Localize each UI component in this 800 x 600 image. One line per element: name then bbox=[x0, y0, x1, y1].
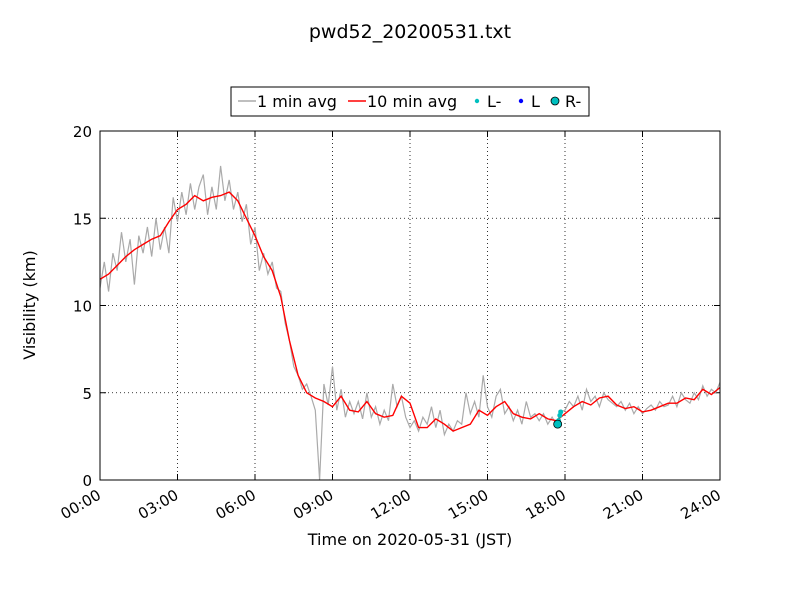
y-axis-label: Visibility (km) bbox=[20, 250, 39, 359]
plot-frame bbox=[99, 130, 721, 481]
legend-label: 1 min avg bbox=[257, 92, 337, 111]
legend-swatch bbox=[518, 98, 524, 104]
y-tick-label: 10 bbox=[73, 298, 92, 316]
chart-title: pwd52_20200531.txt bbox=[309, 21, 511, 43]
legend: 1 min avg 10 min avg L- L R- bbox=[230, 86, 590, 117]
y-tick-label: 15 bbox=[73, 210, 92, 228]
legend-label: L- bbox=[487, 92, 501, 111]
y-tick-label: 0 bbox=[82, 472, 92, 490]
point bbox=[553, 419, 563, 429]
legend-swatch bbox=[474, 98, 480, 104]
legend-label: 10 min avg bbox=[367, 92, 457, 111]
legend-box bbox=[230, 86, 590, 117]
legend-swatch bbox=[550, 96, 560, 106]
legend-label: L bbox=[531, 92, 540, 111]
y-tick-label: 20 bbox=[73, 123, 92, 141]
point bbox=[558, 409, 564, 415]
x-axis-label: Time on 2020-05-31 (JST) bbox=[307, 530, 512, 549]
y-tick-label: 5 bbox=[82, 385, 92, 403]
line-series bbox=[100, 165, 720, 480]
line-series bbox=[100, 191, 720, 432]
legend-label: R- bbox=[565, 92, 581, 111]
